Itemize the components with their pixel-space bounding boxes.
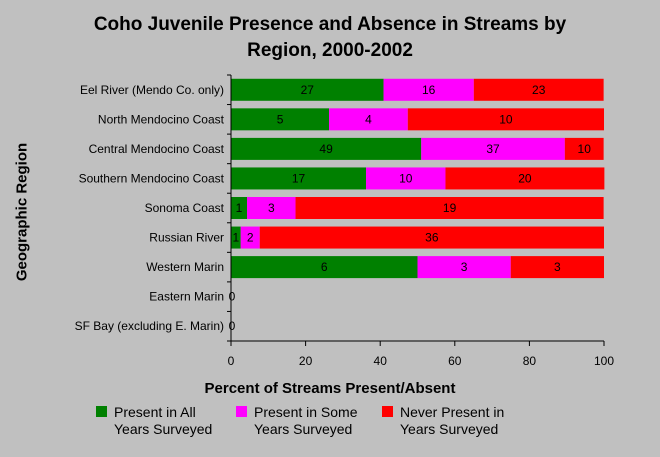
legend-label-present-some: Present in Some Years Surveyed — [254, 404, 358, 438]
legend-swatch-never-present — [382, 406, 393, 417]
bar-value-label: 23 — [532, 83, 546, 97]
y-tick-label: SF Bay (excluding E. Marin) — [75, 319, 224, 333]
y-tick-label: Eel River (Mendo Co. only) — [80, 83, 224, 97]
bar-value-label: 17 — [292, 171, 306, 185]
bar-segment — [366, 167, 446, 190]
bar-segment — [383, 78, 474, 101]
bar-value-label: 1 — [233, 231, 240, 245]
bar-segment — [473, 78, 604, 101]
bar-segment — [295, 197, 604, 219]
bar-value-label: 4 — [365, 112, 372, 126]
y-tick-label: Eastern Marin — [149, 290, 224, 304]
legend-label-line: Years Surveyed — [114, 421, 213, 437]
bar-segment — [231, 137, 422, 160]
bar-value-label: 3 — [461, 260, 468, 274]
bar-segment — [259, 226, 604, 249]
chart-title: Coho Juvenile Presence and Absence in St… — [0, 12, 660, 64]
y-tick-label: Western Marin — [146, 260, 224, 274]
bar-segment — [231, 108, 330, 131]
bar-segment — [240, 226, 260, 249]
y-tick-label: Russian River — [149, 231, 224, 245]
bar-segment — [231, 256, 418, 279]
bar-value-label: 10 — [578, 142, 592, 156]
bar-value-label: 10 — [399, 171, 413, 185]
bar-segment — [231, 167, 367, 190]
bar-segment — [564, 137, 604, 160]
bar-value-label: 0 — [229, 290, 236, 304]
x-tick-label: 20 — [299, 354, 313, 368]
bar-value-label: 19 — [443, 201, 457, 215]
y-tick-label: Southern Mendocino Coast — [79, 171, 225, 185]
bar-value-label: 5 — [277, 112, 284, 126]
bar-segment — [231, 78, 384, 101]
legend-swatch-present-all — [96, 406, 107, 417]
bar-segment — [510, 256, 604, 279]
x-tick-label: 0 — [228, 354, 235, 368]
chart-title-line-2: Region, 2000-2002 — [247, 40, 413, 61]
legend-label-line: Present in All — [114, 404, 196, 420]
bar-value-label: 49 — [319, 142, 333, 156]
bar-value-label: 3 — [554, 260, 561, 274]
legend-label-line: Never Present in — [400, 404, 505, 420]
x-tick-label: 60 — [448, 354, 462, 368]
bar-value-label: 0 — [229, 319, 236, 333]
legend-swatch-present-some — [236, 406, 247, 417]
bar-value-label: 37 — [486, 142, 500, 156]
bar-segment — [421, 137, 565, 160]
bar-segment — [445, 167, 605, 190]
legend-label-line: Years Surveyed — [400, 421, 499, 437]
legend-label-never-present: Never Present in Years Surveyed — [400, 404, 504, 438]
bar-value-label: 6 — [321, 260, 328, 274]
bar-value-label: 36 — [425, 231, 439, 245]
x-tick-label: 80 — [523, 354, 537, 368]
chart-plot: Eel River (Mendo Co. only) North Mendocin… — [75, 74, 614, 368]
bar-segment — [417, 256, 511, 279]
y-tick-label: Central Mendocino Coast — [89, 142, 225, 156]
bar-value-label: 1 — [236, 201, 243, 215]
legend-label-line: Years Surveyed — [254, 421, 353, 437]
bar-segment — [231, 226, 241, 249]
legend-label-line: Present in Some — [254, 404, 358, 420]
legend-label-present-all: Present in All Years Surveyed — [114, 404, 212, 438]
bar-value-label: 2 — [247, 231, 254, 245]
bar-value-label: 20 — [518, 171, 532, 185]
bar-segment — [407, 108, 604, 131]
bar-value-label: 3 — [268, 201, 275, 215]
chart-title-line-1: Coho Juvenile Presence and Absence in St… — [93, 14, 567, 35]
bar-segment — [247, 197, 296, 219]
bar-value-label: 27 — [301, 83, 315, 97]
bar-value-label: 16 — [422, 83, 436, 97]
bar-segment — [231, 197, 248, 219]
bar-segment — [329, 108, 408, 131]
y-tick-label: Sonoma Coast — [145, 201, 225, 215]
x-axis-label: Percent of Streams Present/Absent — [204, 380, 456, 397]
x-tick-label: 40 — [374, 354, 388, 368]
x-tick-label: 100 — [594, 354, 614, 368]
y-tick-label: North Mendocino Coast — [98, 112, 225, 126]
bar-value-label: 10 — [499, 112, 513, 126]
